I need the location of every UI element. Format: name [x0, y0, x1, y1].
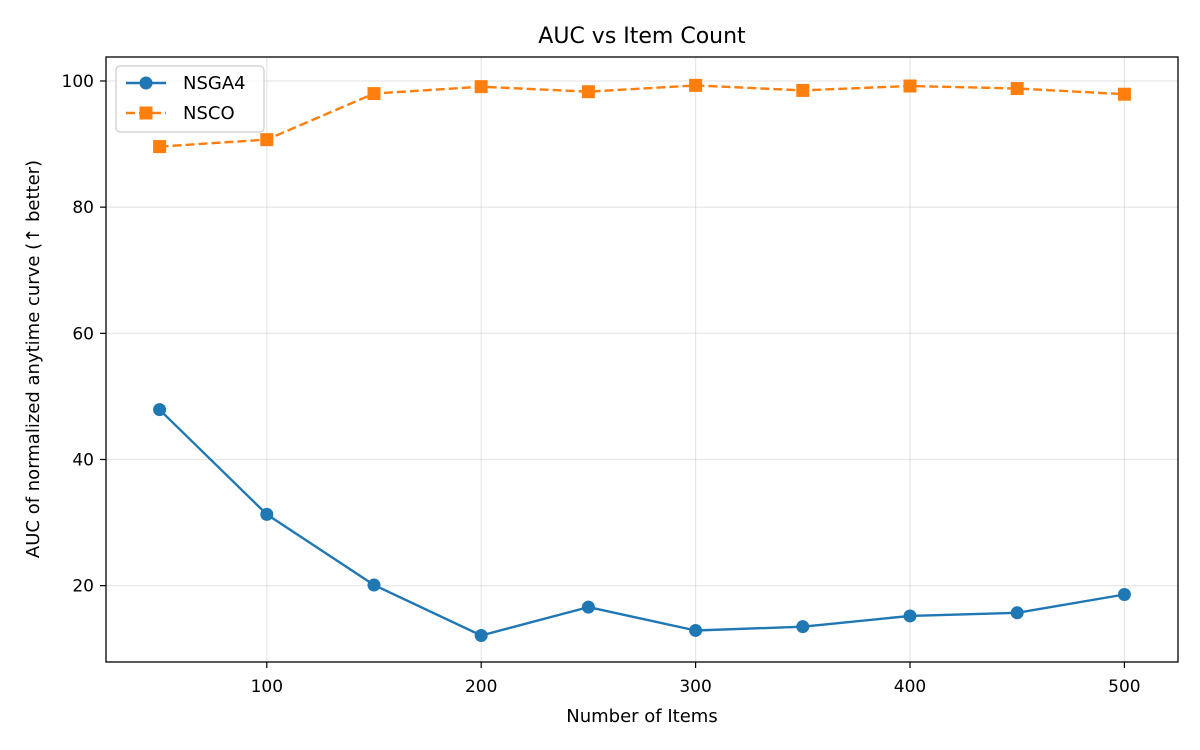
data-point-nsga4: [796, 620, 810, 634]
data-point-nsga4: [581, 600, 595, 614]
series-line-nsco: [159, 84, 1125, 148]
data-point-nsga4: [903, 609, 917, 623]
grid-lines: [106, 57, 1178, 662]
plot-frame: [105, 56, 1179, 663]
data-point-nsco: [367, 87, 381, 101]
series-line-nsga4: [158, 408, 1125, 637]
y-tick-label: 100: [62, 72, 94, 92]
data-point-nsco: [260, 133, 274, 147]
series-nsco: [153, 78, 1131, 154]
data-point-nsga4: [1117, 587, 1131, 601]
y-axis-label: AUC of normalized anytime curve (↑ bette…: [23, 160, 44, 558]
x-tick-label: 400: [894, 677, 926, 697]
legend-item-nsga4: NSGA4: [126, 73, 246, 94]
x-tick-label: 200: [465, 677, 497, 697]
data-point-nsco: [1117, 87, 1131, 101]
x-axis-label: Number of Items: [566, 706, 717, 727]
data-point-nsco: [581, 85, 595, 99]
series-layer: [153, 78, 1131, 643]
data-point-nsga4: [689, 623, 703, 637]
x-tick-label: 300: [679, 677, 711, 697]
x-tick-label: 500: [1108, 677, 1140, 697]
legend-label-nsco: NSCO: [183, 103, 235, 124]
data-point-nsga4: [367, 578, 381, 592]
data-point-nsco: [796, 83, 810, 97]
x-tick-label: 100: [251, 677, 283, 697]
y-tick-label: 40: [72, 450, 94, 470]
y-tick-label: 80: [72, 198, 94, 218]
legend-marker-nsco: [139, 106, 153, 120]
legend-marker-nsga4: [139, 76, 153, 90]
data-point-nsga4: [260, 507, 274, 521]
series-nsga4: [153, 403, 1131, 643]
legend-label-nsga4: NSGA4: [183, 73, 246, 94]
data-point-nsga4: [153, 403, 167, 417]
y-tick-label: 60: [72, 324, 94, 344]
y-tick-label: 20: [72, 577, 94, 597]
x-axis-ticks: 100 200 300 400 500: [251, 662, 1141, 697]
y-axis-ticks: 20 40 60 80 100: [62, 72, 106, 597]
legend: NSGA4 NSCO: [115, 65, 265, 133]
data-point-nsco: [689, 78, 703, 92]
data-point-nsco: [153, 140, 167, 154]
legend-item-nsco: NSCO: [126, 103, 235, 124]
data-point-nsco: [903, 79, 917, 93]
data-point-nsga4: [474, 629, 488, 643]
chart-title: AUC vs Item Count: [538, 24, 746, 49]
data-point-nsco: [474, 80, 488, 94]
data-point-nsga4: [1010, 606, 1024, 620]
data-point-nsco: [1010, 82, 1024, 96]
